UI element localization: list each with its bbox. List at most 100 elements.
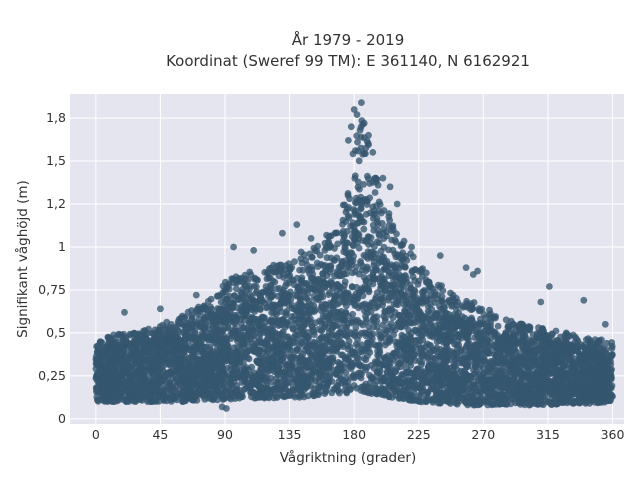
data-point bbox=[454, 333, 462, 340]
data-point bbox=[465, 304, 473, 312]
data-point bbox=[515, 329, 522, 336]
data-point bbox=[352, 324, 360, 332]
data-point bbox=[453, 399, 460, 406]
data-point bbox=[392, 238, 400, 246]
data-point bbox=[390, 226, 397, 234]
data-point bbox=[410, 397, 418, 404]
data-point bbox=[387, 387, 395, 395]
data-point bbox=[351, 331, 359, 338]
data-point bbox=[562, 380, 569, 387]
data-point bbox=[581, 341, 589, 349]
data-point bbox=[299, 391, 306, 398]
data-point bbox=[492, 399, 500, 406]
data-point bbox=[201, 305, 209, 313]
data-point bbox=[348, 261, 355, 268]
data-point bbox=[193, 305, 201, 313]
data-point bbox=[480, 365, 487, 373]
data-point bbox=[314, 242, 322, 250]
data-point bbox=[329, 354, 337, 361]
data-point bbox=[180, 397, 187, 405]
data-point bbox=[360, 149, 368, 157]
data-point bbox=[397, 242, 405, 250]
data-point bbox=[399, 249, 407, 257]
data-points bbox=[92, 99, 616, 412]
data-point bbox=[349, 241, 357, 249]
data-point bbox=[288, 355, 296, 362]
data-point bbox=[548, 330, 556, 338]
data-point bbox=[233, 285, 240, 293]
data-point bbox=[411, 266, 419, 273]
data-point bbox=[411, 277, 419, 284]
data-point bbox=[354, 138, 361, 146]
data-point bbox=[422, 395, 430, 403]
data-point bbox=[382, 314, 389, 322]
data-point bbox=[325, 233, 333, 241]
data-point bbox=[360, 225, 368, 233]
data-point bbox=[214, 293, 222, 300]
data-point bbox=[385, 210, 393, 217]
data-point bbox=[118, 332, 126, 340]
data-point bbox=[242, 294, 249, 301]
data-point bbox=[308, 253, 316, 261]
data-point bbox=[357, 259, 364, 267]
data-point bbox=[572, 333, 579, 341]
data-point bbox=[447, 289, 454, 297]
data-point bbox=[321, 246, 329, 254]
data-point bbox=[353, 384, 361, 392]
data-point bbox=[222, 278, 229, 286]
data-point bbox=[400, 237, 408, 245]
data-point bbox=[314, 384, 322, 391]
data-point bbox=[608, 351, 616, 358]
data-point bbox=[287, 391, 294, 398]
data-point bbox=[297, 255, 305, 263]
data-point bbox=[419, 272, 426, 280]
data-point bbox=[94, 396, 102, 403]
data-point bbox=[596, 397, 603, 405]
data-point bbox=[291, 258, 298, 265]
data-point bbox=[286, 266, 294, 273]
data-point bbox=[151, 398, 159, 405]
data-point bbox=[331, 244, 338, 252]
data-point bbox=[515, 399, 523, 407]
data-point bbox=[539, 325, 546, 333]
data-point bbox=[478, 349, 486, 357]
data-point bbox=[219, 289, 227, 296]
data-point bbox=[385, 246, 392, 254]
data-point bbox=[223, 284, 231, 291]
data-point bbox=[539, 401, 547, 409]
data-point bbox=[452, 305, 460, 313]
data-point bbox=[317, 287, 324, 295]
data-point bbox=[467, 398, 474, 406]
data-point bbox=[111, 334, 119, 342]
data-point bbox=[173, 396, 181, 404]
data-point bbox=[297, 248, 305, 256]
data-point bbox=[490, 314, 497, 321]
data-point bbox=[163, 326, 170, 333]
data-point bbox=[365, 383, 372, 391]
data-point bbox=[348, 249, 356, 257]
data-point bbox=[375, 239, 383, 247]
data-point bbox=[184, 393, 192, 401]
data-point bbox=[221, 395, 229, 402]
data-point bbox=[478, 305, 486, 313]
data-point bbox=[376, 341, 384, 348]
data-point bbox=[312, 306, 319, 313]
data-point bbox=[335, 299, 343, 307]
data-point bbox=[608, 339, 616, 346]
data-point bbox=[167, 392, 174, 400]
data-point bbox=[119, 396, 126, 403]
data-point bbox=[323, 254, 331, 262]
data-point bbox=[321, 323, 329, 330]
data-point bbox=[236, 394, 243, 402]
data-point bbox=[267, 281, 275, 289]
data-point bbox=[547, 400, 555, 408]
data-point bbox=[561, 398, 569, 406]
data-point bbox=[571, 398, 578, 406]
data-point bbox=[501, 354, 509, 362]
data-point bbox=[399, 256, 407, 263]
data-point bbox=[395, 360, 403, 368]
data-point bbox=[108, 398, 116, 405]
data-point bbox=[130, 330, 137, 338]
data-point bbox=[484, 401, 492, 409]
data-point bbox=[441, 397, 449, 405]
